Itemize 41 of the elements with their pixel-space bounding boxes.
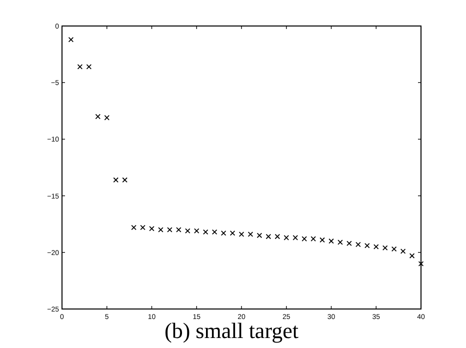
point — [202, 229, 208, 235]
point — [220, 230, 226, 236]
point — [356, 242, 361, 248]
point — [409, 253, 415, 258]
point — [77, 64, 83, 70]
point — [140, 224, 146, 230]
point — [328, 238, 334, 244]
point — [104, 115, 110, 120]
point — [158, 227, 164, 232]
point — [167, 227, 172, 232]
point — [176, 227, 182, 232]
point — [266, 234, 272, 240]
point — [338, 240, 343, 245]
point — [86, 64, 92, 70]
point — [238, 232, 244, 237]
point — [418, 261, 424, 266]
text: (b) small target — [164, 318, 298, 343]
point — [382, 245, 388, 251]
point — [68, 36, 74, 42]
point — [391, 246, 397, 252]
point — [113, 177, 118, 183]
point — [310, 236, 316, 242]
point — [302, 236, 307, 242]
point — [122, 177, 128, 183]
point — [292, 235, 298, 240]
point — [131, 224, 136, 230]
point — [400, 248, 406, 254]
point — [274, 234, 280, 240]
point — [364, 242, 370, 248]
point — [373, 244, 379, 250]
point — [248, 232, 254, 237]
point — [346, 240, 352, 246]
point — [185, 228, 190, 234]
point — [212, 229, 218, 235]
point — [256, 232, 262, 238]
point — [320, 237, 325, 243]
point — [230, 230, 236, 236]
point — [194, 228, 200, 234]
point — [149, 226, 154, 232]
point — [284, 235, 290, 240]
point — [95, 114, 101, 120]
